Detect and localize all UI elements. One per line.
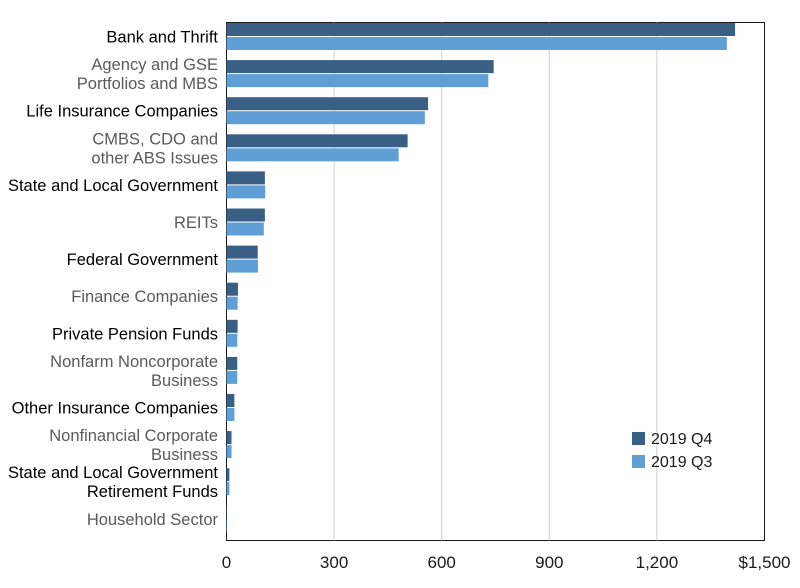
bar-q4 [226,505,227,519]
bar-q3 [226,519,227,533]
category-label: State and Local Government Retirement Fun… [8,464,218,501]
bar-q4 [226,60,494,74]
bar-q3 [226,482,230,496]
bar-q4 [226,431,232,445]
legend-swatch [632,455,645,468]
category-labels: Bank and Thrift Agency and GSE Portfolios … [8,29,219,529]
bar-q4 [226,134,408,148]
legend-label: 2019 Q3 [651,454,712,471]
category-label: Bank and Thrift [106,29,218,47]
category-label: CMBS, CDO and other ABS Issues [91,130,218,167]
bar-q4 [226,171,265,185]
bar-q3 [226,148,399,162]
bar-q3 [226,74,489,88]
category-label: Other Insurance Companies [12,400,218,418]
bar-q3 [226,408,235,421]
category-label: Household Sector [87,511,219,529]
x-tick-label: 600 [428,553,456,572]
bar-q3 [226,111,425,125]
bar-q4 [226,245,258,259]
bar-q4 [226,97,429,111]
bar-q3 [226,222,264,236]
bar-q4 [226,394,235,407]
bar-q4 [226,468,230,482]
x-axis-ticks: 0 300 600 900 1,200 $1,500 [222,553,791,572]
bar-q3 [226,445,232,459]
bar-q3 [226,370,238,384]
x-tick-label: 900 [535,553,563,572]
x-tick-label: 1,200 [636,553,679,572]
bar-q3 [226,185,266,199]
bar-q3 [226,296,238,310]
grid-lines [333,22,658,541]
legend: 2019 Q4 2019 Q3 [632,431,712,471]
category-label: Federal Government [67,251,219,269]
category-label: Life Insurance Companies [26,103,218,121]
legend-swatch [632,432,645,445]
x-tick-label: 300 [320,553,348,572]
category-label: State and Local Government [8,177,218,195]
category-label: Agency and GSE Portfolios and MBS [77,56,218,93]
bar-q3 [226,259,259,273]
bar-q4 [226,319,238,333]
category-label: Private Pension Funds [52,325,218,343]
bar-q4 [226,208,265,222]
category-label: Nonfinancial Corporate Business [49,427,218,464]
bar-q4 [226,23,736,36]
legend-label: 2019 Q4 [651,431,712,448]
bar-q3 [226,333,238,347]
bar-q3 [226,37,727,50]
bars [226,23,736,533]
x-tick-label: $1,500 [739,553,791,572]
category-label: Finance Companies [71,288,218,306]
bar-q4 [226,282,238,296]
category-label: Nonfarm Noncorporate Business [50,353,218,390]
bar-q4 [226,356,238,370]
x-tick-label: 0 [222,553,231,572]
plot-frame [226,22,765,541]
category-label: REITs [174,214,218,232]
